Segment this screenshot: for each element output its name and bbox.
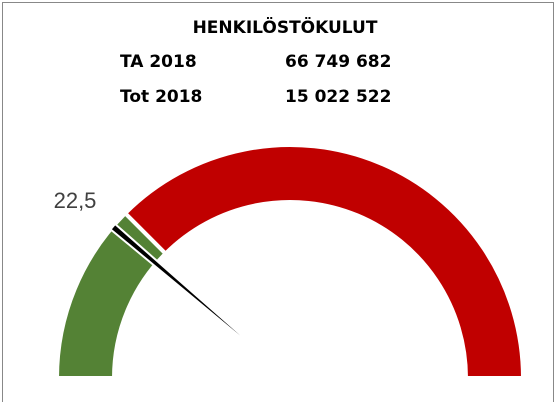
- row-label: TA 2018: [120, 52, 197, 72]
- chart-title: HENKILÖSTÖKULUT: [193, 16, 378, 38]
- value-label: 22,5: [54, 188, 97, 213]
- gauge-band: [122, 143, 526, 380]
- row-value: 15 022 522: [285, 87, 391, 107]
- needle: [109, 222, 291, 379]
- row-label: Tot 2018: [120, 87, 202, 107]
- row-value: 66 749 682: [285, 52, 391, 72]
